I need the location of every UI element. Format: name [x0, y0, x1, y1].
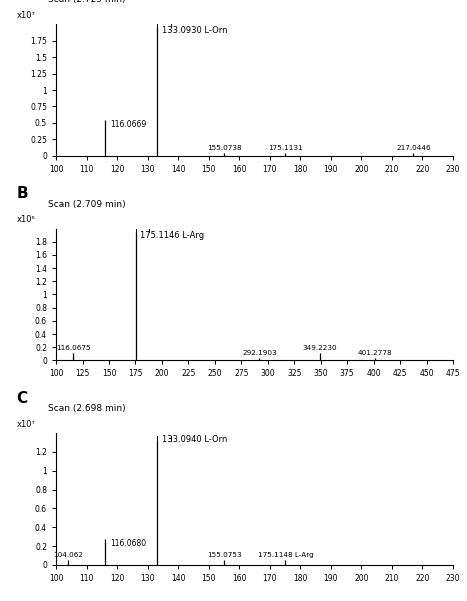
Text: 175.1148 L-Arg: 175.1148 L-Arg: [257, 552, 313, 558]
Text: 217.0446: 217.0446: [396, 145, 431, 151]
Text: 292.1903: 292.1903: [242, 350, 277, 356]
Text: Scan (2.729 min): Scan (2.729 min): [48, 0, 126, 4]
Text: x10⁷: x10⁷: [16, 11, 35, 20]
Text: 175.1131: 175.1131: [268, 145, 303, 151]
Text: B: B: [16, 186, 28, 201]
Text: 401.2778: 401.2778: [358, 350, 392, 356]
Text: 133.0930 L-Orn: 133.0930 L-Orn: [162, 26, 227, 35]
Text: 133.0940 L-Orn: 133.0940 L-Orn: [162, 435, 227, 444]
Text: 155.0738: 155.0738: [207, 145, 241, 151]
Text: 116.0669: 116.0669: [110, 120, 146, 129]
Text: 116.0675: 116.0675: [56, 344, 90, 350]
Text: 155.0753: 155.0753: [207, 552, 241, 558]
Text: Scan (2.698 min): Scan (2.698 min): [48, 404, 126, 413]
Text: 116.0680: 116.0680: [110, 538, 146, 548]
Text: C: C: [16, 391, 28, 406]
Text: 175.1146 L-Arg: 175.1146 L-Arg: [140, 231, 205, 240]
Text: 349.2230: 349.2230: [303, 344, 337, 350]
Text: x10⁷: x10⁷: [16, 420, 35, 429]
Text: Scan (2.709 min): Scan (2.709 min): [48, 200, 126, 209]
Text: 104.062: 104.062: [53, 552, 84, 558]
Text: x10⁵: x10⁵: [16, 215, 35, 224]
